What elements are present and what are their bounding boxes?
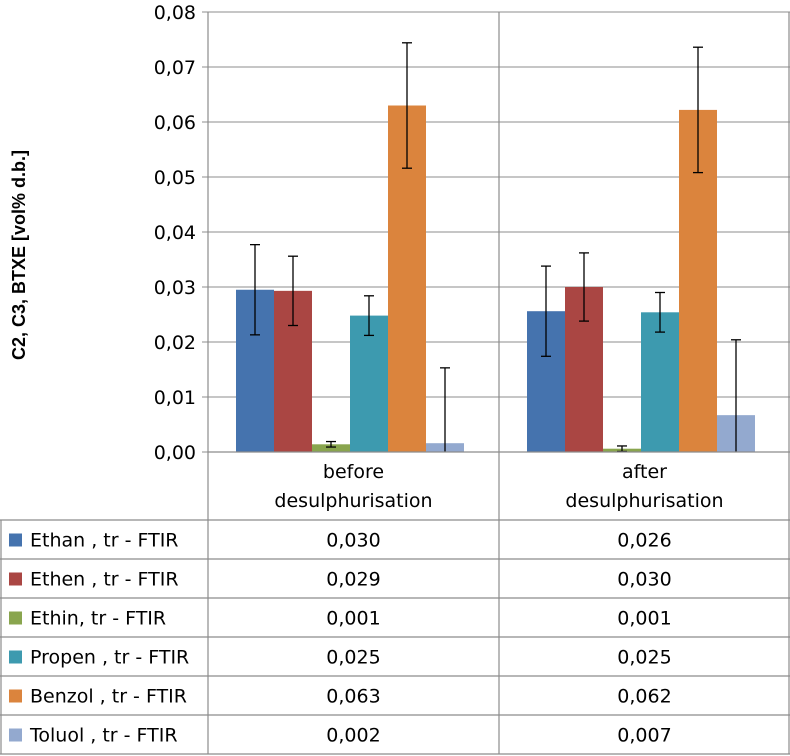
series-name: Toluol , tr - FTIR bbox=[29, 725, 178, 747]
bar bbox=[641, 312, 679, 452]
category-label: desulphurisation bbox=[565, 490, 723, 512]
bar bbox=[350, 315, 388, 452]
series-name: Propen , tr - FTIR bbox=[30, 647, 189, 669]
category-label: desulphurisation bbox=[274, 490, 432, 512]
axes bbox=[207, 12, 790, 754]
legend-swatch bbox=[9, 689, 22, 703]
series-name: Ethan , tr - FTIR bbox=[30, 530, 179, 552]
table-value: 0,062 bbox=[617, 686, 671, 708]
y-tick-label: 0,04 bbox=[154, 222, 196, 244]
category-labels: before desulphurisation after desulphurisat… bbox=[274, 461, 723, 512]
y-tick-label: 0,08 bbox=[154, 2, 196, 24]
table-value: 0,029 bbox=[326, 569, 380, 591]
y-tick-label: 0,03 bbox=[154, 277, 196, 299]
y-tick-label: 0,06 bbox=[154, 112, 196, 134]
y-axis-label: C2, C3, BTXE [vol% d.b.] bbox=[9, 150, 29, 360]
y-tick-label: 0,05 bbox=[154, 167, 196, 189]
table-value: 0,002 bbox=[326, 725, 380, 747]
table-value: 0,063 bbox=[326, 686, 380, 708]
legend-swatch bbox=[9, 650, 22, 664]
data-table: Ethan , tr - FTIR 0,030 0,026 Ethen , tr - … bbox=[0, 519, 790, 755]
y-tick-label: 0,07 bbox=[154, 57, 196, 79]
series-name: Benzol , tr - FTIR bbox=[30, 686, 187, 708]
table-value: 0,026 bbox=[617, 530, 671, 552]
y-tick-label: 0,01 bbox=[154, 387, 196, 409]
table-value: 0,001 bbox=[617, 608, 671, 630]
legend-swatch bbox=[9, 728, 22, 742]
series-name: Ethin, tr - FTIR bbox=[30, 608, 166, 630]
y-tick-label: 0,00 bbox=[154, 442, 196, 464]
category-label: before bbox=[323, 461, 384, 483]
table-value: 0,025 bbox=[326, 647, 380, 669]
y-axis-ticks: 0,00 0,01 0,02 0,03 0,04 0,05 0,06 0,07 0,08 bbox=[154, 2, 208, 464]
y-tick-label: 0,02 bbox=[154, 332, 196, 354]
table-value: 0,025 bbox=[617, 647, 671, 669]
bars bbox=[236, 105, 755, 453]
legend-swatch bbox=[9, 611, 22, 625]
bar bbox=[312, 444, 350, 452]
legend-swatch bbox=[9, 572, 22, 586]
table-value: 0,007 bbox=[617, 725, 671, 747]
series-name: Ethen , tr - FTIR bbox=[30, 569, 179, 591]
table-value: 0,030 bbox=[326, 530, 380, 552]
legend-swatch bbox=[9, 533, 22, 547]
category-label: after bbox=[622, 461, 667, 483]
error-bars bbox=[250, 42, 741, 453]
table-value: 0,030 bbox=[617, 569, 671, 591]
table-value: 0,001 bbox=[326, 608, 380, 630]
